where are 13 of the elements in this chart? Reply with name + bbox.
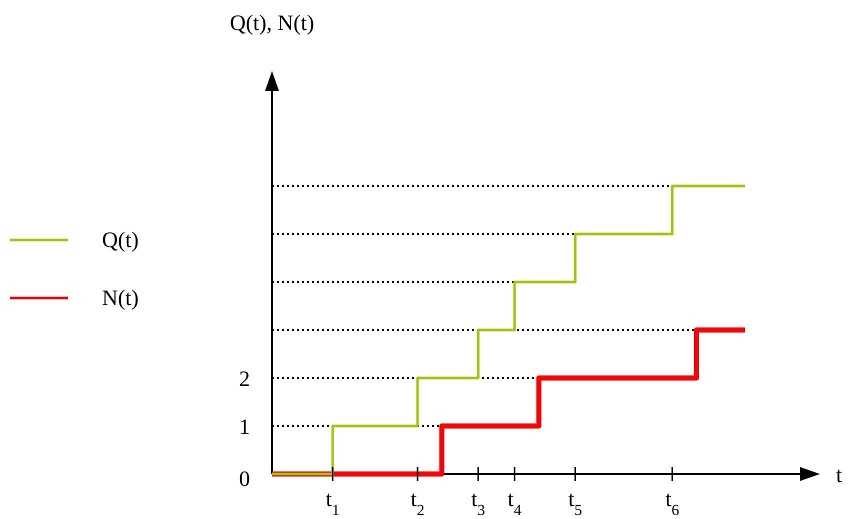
y-axis-title: Q(t), N(t) bbox=[230, 10, 314, 35]
legend-label: N(t) bbox=[102, 285, 139, 310]
x-tick-label: t$_{2}$ bbox=[410, 486, 424, 518]
y-tick-label: 2 bbox=[239, 366, 250, 391]
y-tick-label: 1 bbox=[239, 414, 250, 439]
x-tick-label: t$_{6}$ bbox=[665, 486, 680, 518]
x-axis-title: t bbox=[836, 462, 842, 487]
x-tick-label: t$_{1}$ bbox=[326, 486, 340, 518]
x-tick-label: t$_{5}$ bbox=[568, 486, 582, 518]
x-tick-label: t$_{4}$ bbox=[508, 486, 522, 518]
y-tick-label: 0 bbox=[239, 466, 250, 491]
x-tick-label: t$_{3}$ bbox=[471, 486, 486, 518]
legend-label: Q(t) bbox=[102, 227, 139, 252]
